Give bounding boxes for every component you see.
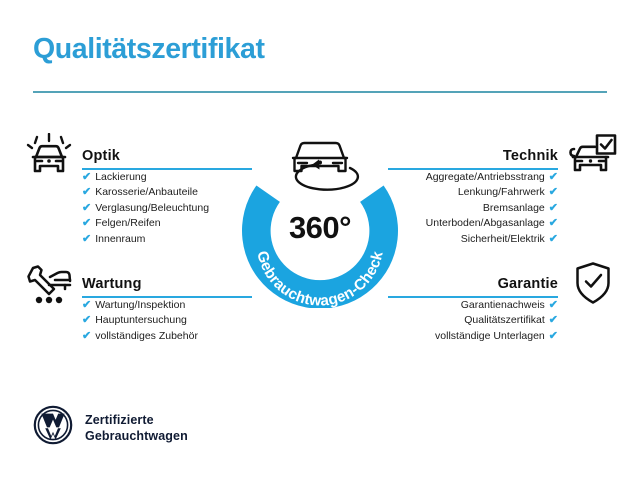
list-item: Qualitätszertifikat ✔ — [388, 313, 558, 328]
list-item: ✔ Wartung/Inspektion — [82, 298, 252, 313]
section-wartung: Wartung ✔ Wartung/Inspektion ✔ Hauptunters… — [82, 268, 252, 344]
list-item: ✔ Verglasung/Beleuchtung — [82, 201, 252, 216]
section-header: Technik — [388, 140, 558, 170]
list-item: ✔ Felgen/Reifen — [82, 216, 252, 231]
list-item-label: Qualitätszertifikat — [464, 314, 545, 327]
check-icon: ✔ — [82, 217, 92, 230]
vw-footer-text: Zertifizierte Gebrauchtwagen — [85, 412, 188, 444]
list-item: vollständige Unterlagen ✔ — [388, 329, 558, 344]
section-title: Technik — [502, 148, 558, 164]
check-icon: ✔ — [82, 329, 92, 342]
list-item: Bremsanlage ✔ — [388, 201, 558, 216]
list-item: ✔ Karosserie/Anbauteile — [82, 185, 252, 200]
list-item: Sicherheit/Elektrik ✔ — [388, 232, 558, 247]
list-item-label: Felgen/Reifen — [95, 217, 161, 230]
list-item-label: vollständige Unterlagen — [435, 329, 545, 342]
check-icon: ✔ — [548, 329, 558, 342]
section-header: Garantie — [388, 268, 558, 298]
list-item-label: Garantienachweis — [460, 299, 545, 311]
list-item-label: Hauptuntersuchung — [95, 314, 187, 327]
list-item-label: Lenkung/Fahrwerk — [457, 186, 545, 199]
list-item-label: Verglasung/Beleuchtung — [95, 201, 210, 214]
check-icon: ✔ — [82, 201, 92, 214]
list-item: ✔ Hauptuntersuchung — [82, 313, 252, 328]
check-icon: ✔ — [82, 171, 92, 183]
list-item: Lenkung/Fahrwerk ✔ — [388, 185, 558, 200]
section-garantie: Garantie Garantienachweis ✔ Qualitätszert… — [388, 268, 558, 344]
volkswagen-logo — [33, 405, 73, 450]
check-icon: ✔ — [82, 186, 92, 199]
vw-footer-line1: Zertifizierte — [85, 412, 154, 427]
list-item-label: Lackierung — [95, 171, 147, 183]
list-item-label: vollständiges Zubehör — [95, 329, 198, 342]
list-item-label: Bremsanlage — [482, 201, 545, 214]
vw-footer-line2: Gebrauchtwagen — [85, 428, 188, 443]
list-item-label: Wartung/Inspektion — [95, 299, 186, 311]
checklist-optik: ✔ Lackierung ✔ Karosserie/Anbauteile ✔ Verg… — [82, 170, 252, 247]
section-underline — [82, 168, 252, 170]
check-icon: ✔ — [548, 217, 558, 230]
check-icon: ✔ — [548, 314, 558, 327]
checklist-technik: Aggregate/Antriebsstrang ✔ Lenkung/Fahrwe… — [388, 170, 558, 247]
section-header: Wartung — [82, 268, 252, 298]
check-icon: ✔ — [548, 171, 558, 183]
section-underline — [388, 296, 558, 298]
badge-center-label: 360° — [288, 210, 352, 245]
section-title: Optik — [82, 148, 121, 164]
checklist-garantie: Garantienachweis ✔ Qualitätszertifikat ✔ v… — [388, 298, 558, 344]
check-icon: ✔ — [548, 299, 558, 311]
gebrauchtwagen-check-badge: Gebrauchtwagen-Check 360° — [231, 118, 409, 310]
car-checkbox-icon — [568, 133, 618, 184]
section-optik: Optik ✔ Lackierung ✔ Karosserie/Anbauteile… — [82, 140, 252, 247]
section-header: Optik — [82, 140, 252, 170]
check-icon: ✔ — [548, 186, 558, 199]
check-icon: ✔ — [82, 314, 92, 327]
title-divider — [33, 91, 607, 93]
shield-check-icon — [574, 261, 612, 310]
section-underline — [82, 296, 252, 298]
page-title: Qualitätszertifikat — [33, 33, 265, 65]
check-icon: ✔ — [82, 232, 92, 245]
check-icon: ✔ — [82, 299, 92, 311]
check-icon: ✔ — [548, 201, 558, 214]
check-icon: ✔ — [548, 232, 558, 245]
list-item: Unterboden/Abgasanlage ✔ — [388, 216, 558, 231]
list-item: ✔ Innenraum — [82, 232, 252, 247]
list-item-label: Sicherheit/Elektrik — [460, 232, 545, 245]
list-item: Garantienachweis ✔ — [388, 298, 558, 313]
section-underline — [388, 168, 558, 170]
list-item-label: Innenraum — [95, 232, 146, 245]
list-item: Aggregate/Antriebsstrang ✔ — [388, 170, 558, 185]
list-item-label: Karosserie/Anbauteile — [95, 186, 198, 199]
section-technik: Technik Aggregate/Antriebsstrang ✔ Lenkun… — [388, 140, 558, 247]
car-polish-shine-icon — [24, 132, 74, 184]
list-item-label: Unterboden/Abgasanlage — [425, 217, 545, 230]
wrench-car-service-icon — [24, 261, 74, 312]
list-item-label: Aggregate/Antriebsstrang — [425, 171, 545, 183]
section-title: Wartung — [82, 276, 142, 292]
checklist-wartung: ✔ Wartung/Inspektion ✔ Hauptuntersuchung ✔… — [82, 298, 252, 344]
list-item: ✔ Lackierung — [82, 170, 252, 185]
section-title: Garantie — [497, 276, 558, 292]
vw-footer: Zertifizierte Gebrauchtwagen — [33, 405, 188, 450]
list-item: ✔ vollständiges Zubehör — [82, 329, 252, 344]
